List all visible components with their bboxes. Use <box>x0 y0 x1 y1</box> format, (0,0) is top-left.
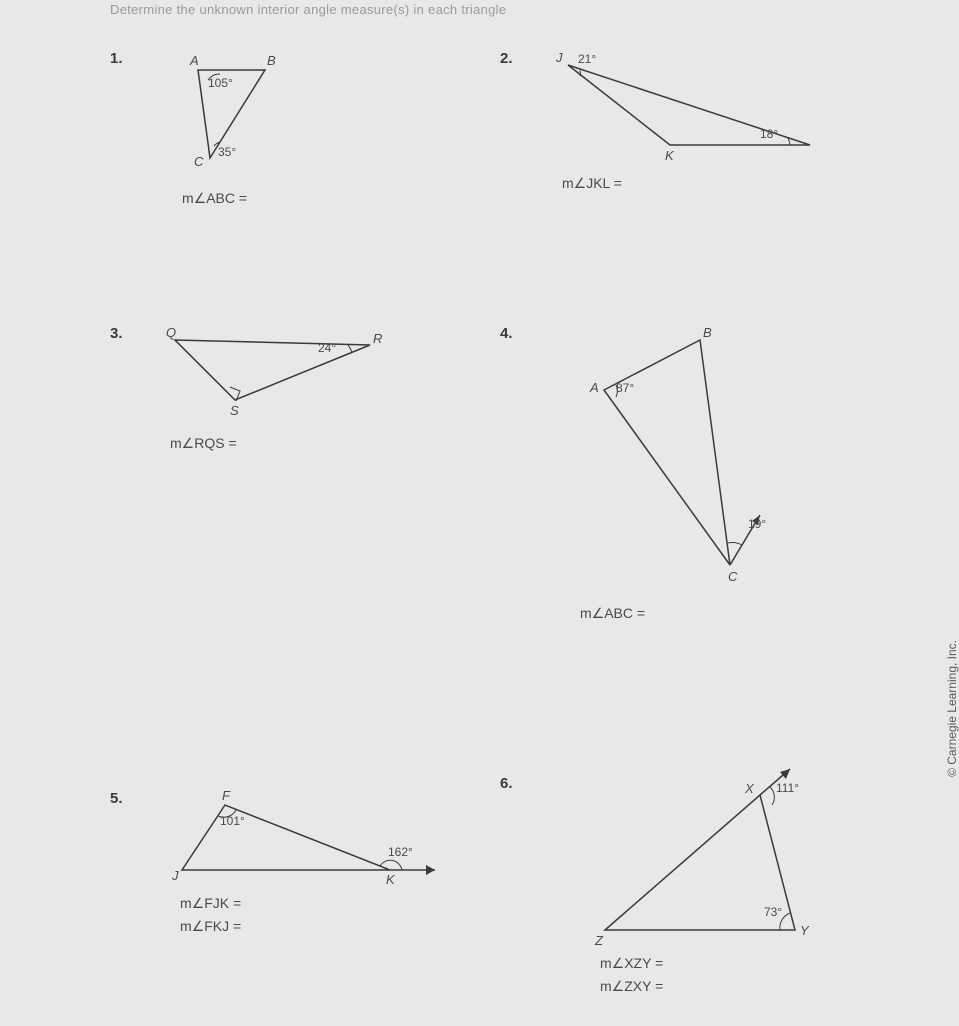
vertex-c: C <box>194 154 203 169</box>
angle-a: 105° <box>208 76 233 90</box>
angle-c: 35° <box>218 145 236 159</box>
question-5b: m∠FKJ = <box>180 918 241 935</box>
triangle-3 <box>160 325 390 435</box>
question-6b: m∠ZXY = <box>600 978 663 995</box>
vertex-j: J <box>172 868 179 883</box>
problem-number: 4. <box>500 325 513 342</box>
problem-6: 6. X Y Z 111° 73° m∠XZY = m∠ZXY = <box>500 775 760 973</box>
angle-k-ext: 162° <box>388 845 413 859</box>
vertex-k: K <box>665 148 674 163</box>
problem-number: 1. <box>110 50 123 67</box>
triangle-4 <box>580 325 800 585</box>
vertex-j: J <box>556 50 563 65</box>
problem-number: 3. <box>110 325 123 342</box>
page-header: Determine the unknown interior angle mea… <box>110 2 506 17</box>
problem-number: 2. <box>500 50 513 67</box>
vertex-y: Y <box>800 923 809 938</box>
problem-1: 1. A B C 105° 35° m∠ABC = <box>110 50 250 208</box>
question-3: m∠RQS = <box>170 435 237 452</box>
question-1: m∠ABC = <box>182 190 247 207</box>
question-2: m∠JKL = <box>562 175 622 192</box>
angle-r: 24° <box>318 341 336 355</box>
vertex-f: F <box>222 788 230 803</box>
problem-4: 4. A B C 87° 19° m∠ABC = <box>500 325 720 603</box>
vertex-b: B <box>267 53 276 68</box>
angle-y: 73° <box>764 905 782 919</box>
question-6a: m∠XZY = <box>600 955 663 972</box>
problem-3: 3. Q R S 24° m∠RQS = <box>110 325 340 453</box>
question-4: m∠ABC = <box>580 605 645 622</box>
angle-x-ext: 111° <box>776 781 799 795</box>
angle-j: 21° <box>578 52 596 66</box>
vertex-a: A <box>190 53 199 68</box>
angle-l: 18° <box>760 127 778 141</box>
copyright-text: © Carnegie Learning, Inc. <box>945 640 959 777</box>
angle-a: 87° <box>616 381 634 395</box>
vertex-r: R <box>373 331 382 346</box>
problem-number: 6. <box>500 775 513 792</box>
problem-2: 2. J K 21° 18° m∠JKL = <box>500 50 780 188</box>
vertex-x: X <box>745 781 754 796</box>
angle-c-ext: 19° <box>748 517 766 531</box>
triangle-1 <box>170 50 310 190</box>
problem-number: 5. <box>110 790 123 807</box>
vertex-z: Z <box>595 933 603 948</box>
vertex-q: Q <box>166 325 176 340</box>
vertex-c: C <box>728 569 737 584</box>
vertex-s: S <box>230 403 239 418</box>
vertex-k: K <box>386 872 395 887</box>
triangle-2 <box>550 50 830 170</box>
vertex-b: B <box>703 325 712 340</box>
question-5a: m∠FJK = <box>180 895 241 912</box>
problem-5: 5. F J K 101° 162° m∠FJK = m∠FKJ = <box>110 790 390 918</box>
vertex-a: A <box>590 380 599 395</box>
angle-f: 101° <box>220 814 245 828</box>
